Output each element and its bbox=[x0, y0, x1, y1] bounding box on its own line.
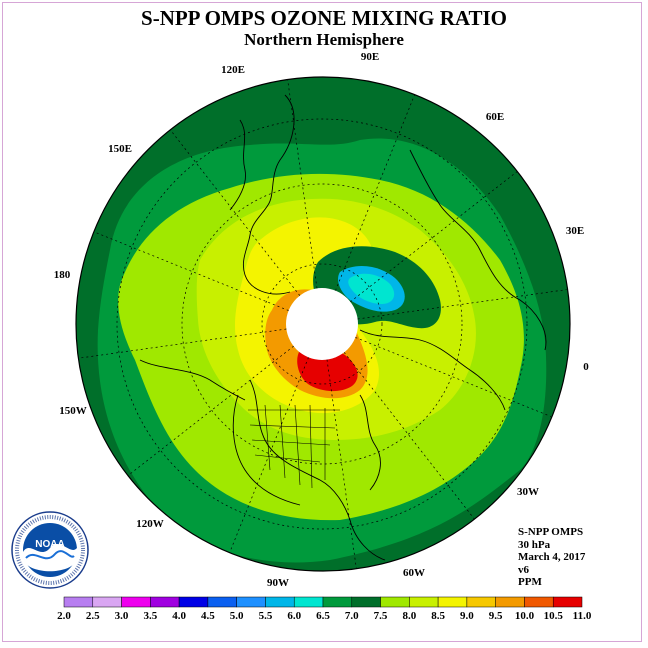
colorbar-tick-label: 3.0 bbox=[115, 610, 129, 622]
colorbar-swatch bbox=[150, 596, 180, 608]
meridian-line bbox=[357, 289, 567, 320]
meridian-line bbox=[287, 79, 318, 289]
noaa-logo-text: NOAA bbox=[35, 539, 64, 550]
meridian-line bbox=[343, 352, 475, 519]
meridian-line bbox=[92, 231, 289, 311]
lon-label-90e: 90E bbox=[361, 51, 379, 63]
colorbar-tick-label: 4.5 bbox=[201, 610, 215, 622]
colorbar-swatch bbox=[92, 596, 122, 608]
colorbar-tick-label: 7.0 bbox=[345, 610, 359, 622]
info-level: 30 hPa bbox=[518, 538, 551, 551]
colorbar-tick-label: 8.5 bbox=[431, 610, 445, 622]
colorbar-swatch bbox=[380, 596, 410, 608]
meridian-lines bbox=[77, 79, 567, 569]
meridian-line bbox=[350, 171, 517, 303]
figure-frame bbox=[2, 2, 642, 642]
lon-label-0: 0 bbox=[583, 361, 589, 373]
colorbar-tick-label: 5.0 bbox=[230, 610, 244, 622]
lon-label-30e: 30E bbox=[566, 225, 584, 237]
colorbar-tick-label: 6.0 bbox=[287, 610, 301, 622]
colorbar-swatch bbox=[437, 596, 468, 608]
meridian-line bbox=[355, 337, 552, 417]
colorbar-tick-label: 10.0 bbox=[515, 610, 535, 622]
info-instrument: S-NPP OMPS bbox=[518, 526, 584, 538]
lon-label-60w: 60W bbox=[403, 567, 425, 579]
lon-label-90w: 90W bbox=[267, 577, 289, 589]
colorbar-tick-label: 2.5 bbox=[86, 610, 100, 622]
meridian-line bbox=[77, 328, 287, 359]
colorbar-tick-label: 5.5 bbox=[259, 610, 273, 622]
coastlines bbox=[139, 94, 547, 561]
colorbar-swatch bbox=[409, 596, 439, 608]
colorbar-tick-label: 2.0 bbox=[57, 610, 71, 622]
colorbar-swatch bbox=[466, 596, 496, 608]
colorbar-tick-label: 7.5 bbox=[374, 610, 388, 622]
globe-outline bbox=[75, 76, 571, 572]
ozone-field bbox=[76, 77, 570, 571]
lon-label-120e: 120E bbox=[221, 64, 245, 76]
colorbar-swatch bbox=[236, 596, 266, 608]
colorbar-swatch bbox=[552, 596, 583, 608]
colorbar-swatch bbox=[207, 596, 237, 608]
longitude-labels: 0 30E 60E 90E 120E 150E 180 150W 120W 90… bbox=[54, 51, 590, 589]
colorbar-swatch bbox=[495, 596, 525, 608]
colorbar-tick-label: 6.5 bbox=[316, 610, 330, 622]
state-borders bbox=[248, 404, 340, 489]
colorbar-swatch bbox=[63, 596, 94, 608]
noaa-logo: NOAA bbox=[11, 511, 89, 589]
colorbar-swatch bbox=[351, 596, 381, 608]
colorbar-tick-label: 8.0 bbox=[402, 610, 416, 622]
lon-label-180: 180 bbox=[54, 269, 71, 281]
lon-label-150e: 150E bbox=[108, 143, 132, 155]
lon-label-120w: 120W bbox=[136, 518, 164, 530]
colorbar-swatch bbox=[524, 596, 554, 608]
meridian-line bbox=[127, 345, 294, 477]
colorbar-tick-label: 11.0 bbox=[573, 610, 592, 622]
colorbar-swatch bbox=[265, 596, 295, 608]
lon-label-60e: 60E bbox=[486, 111, 504, 123]
info-block: S-NPP OMPS 30 hPa March 4, 2017 v6 PPM bbox=[518, 526, 585, 589]
colorbar-tick-label: 9.5 bbox=[489, 610, 503, 622]
info-version: v6 bbox=[518, 563, 529, 576]
meridian-line bbox=[229, 357, 309, 554]
lon-label-30w: 30W bbox=[517, 486, 539, 498]
colorbar-tick-label: 3.5 bbox=[143, 610, 157, 622]
colorbar-tick-label: 4.0 bbox=[172, 610, 186, 622]
meridian-line bbox=[326, 359, 357, 569]
meridian-line bbox=[169, 129, 301, 296]
colorbar-swatch bbox=[322, 596, 353, 608]
ozone-low-5.5 bbox=[348, 273, 395, 304]
map-subtitle: Northern Hemisphere bbox=[244, 30, 404, 49]
colorbar-swatch bbox=[293, 596, 324, 608]
polar-data-gap bbox=[286, 288, 358, 360]
colorbar-swatch bbox=[178, 596, 209, 608]
graticule bbox=[77, 79, 567, 569]
colorbar-tick-label: 9.0 bbox=[460, 610, 474, 622]
colorbar: 2.0 2.5 3.0 3.5 4.0 4.5 5.0 5.5 6.0 6.5 7.0 7.5 8.0 8… bbox=[57, 596, 592, 622]
meridian-line bbox=[335, 94, 415, 291]
lon-label-150w: 150W bbox=[59, 405, 87, 417]
info-units: PPM bbox=[518, 576, 542, 588]
colorbar-swatch bbox=[121, 596, 151, 608]
info-date: March 4, 2017 bbox=[518, 551, 586, 563]
map-title: S-NPP OMPS OZONE MIXING RATIO bbox=[141, 6, 507, 30]
colorbar-tick-label: 10.5 bbox=[544, 610, 564, 622]
